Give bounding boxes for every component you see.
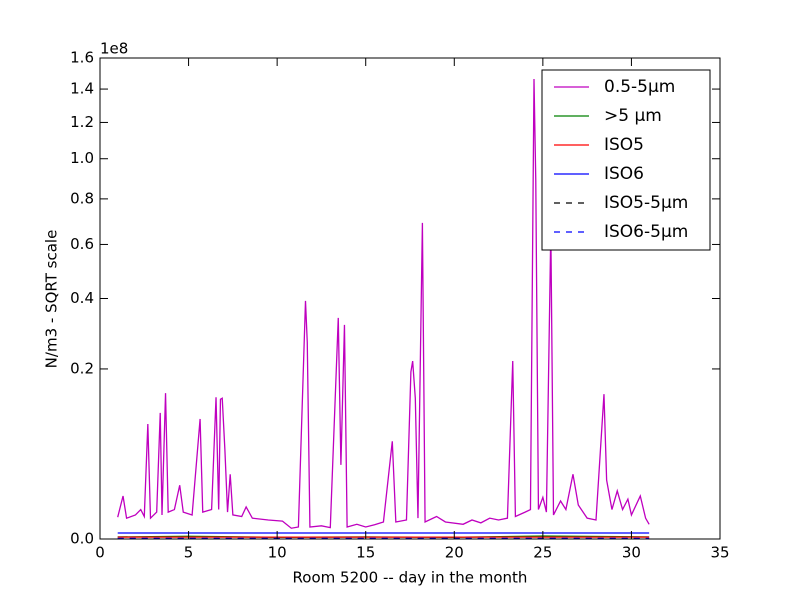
x-tick-label: 20: [445, 544, 464, 562]
y-tick-label: 0.0: [70, 530, 94, 548]
y-axis-label: N/m3 - SQRT scale: [43, 230, 61, 369]
y-tick-label: 1.4: [70, 80, 94, 98]
x-tick-label: 15: [356, 544, 375, 562]
y-tick-label: 1.6: [70, 49, 94, 67]
data-line: [117, 79, 650, 529]
legend-label: >5 µm: [604, 106, 662, 126]
x-tick-label: 30: [622, 544, 641, 562]
y-tick-label: 0.4: [70, 289, 94, 307]
y-tick-label: 1.0: [70, 149, 94, 167]
y-offset-label: 1e8: [100, 40, 128, 58]
x-tick-label: 5: [184, 544, 194, 562]
x-tick-label: 25: [533, 544, 552, 562]
y-tick-label: 1.2: [70, 113, 94, 131]
legend-label: 0.5-5µm: [604, 77, 675, 97]
legend-label: ISO6-5µm: [604, 222, 688, 242]
y-tick-label: 0.8: [70, 189, 94, 207]
legend-label: ISO6: [604, 164, 644, 184]
x-tick-label: 35: [710, 544, 729, 562]
x-tick-label: 0: [95, 544, 105, 562]
legend-label: ISO5: [604, 135, 644, 155]
y-tick-label: 0.2: [70, 359, 94, 377]
legend-label: ISO5-5µm: [604, 193, 688, 213]
x-tick-label: 10: [268, 544, 287, 562]
legend-box: [541, 69, 711, 251]
y-tick-label: 0.6: [70, 235, 94, 253]
x-axis-label: Room 5200 -- day in the month: [293, 569, 528, 587]
